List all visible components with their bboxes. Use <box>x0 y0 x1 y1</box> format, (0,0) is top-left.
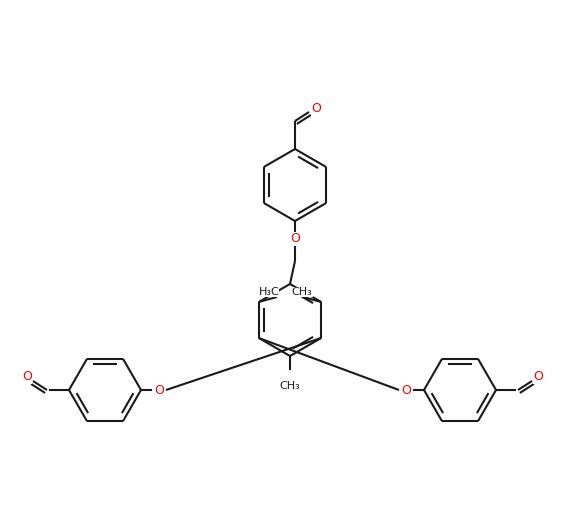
Text: H₃C: H₃C <box>259 287 279 297</box>
Text: O: O <box>401 384 411 397</box>
Text: O: O <box>154 384 164 397</box>
Text: O: O <box>533 371 543 384</box>
Text: CH₃: CH₃ <box>292 287 313 297</box>
Text: O: O <box>311 102 321 115</box>
Text: O: O <box>290 233 300 246</box>
Text: O: O <box>22 371 32 384</box>
Text: CH₃: CH₃ <box>279 381 300 391</box>
